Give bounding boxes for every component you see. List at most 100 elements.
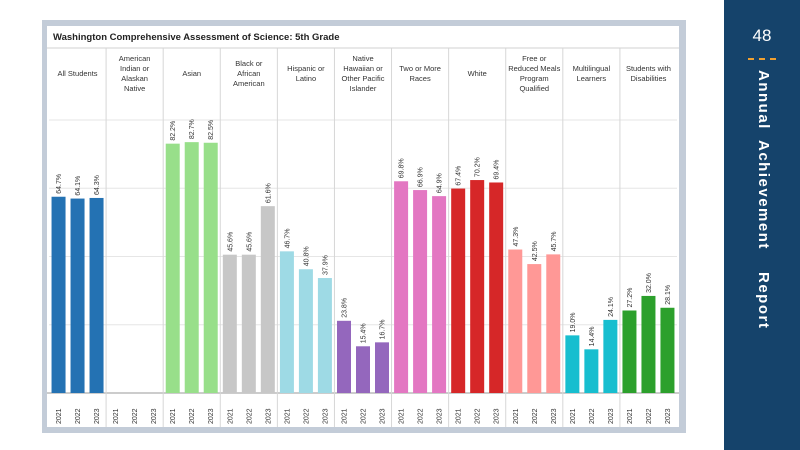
group-label: All Students: [58, 69, 98, 78]
bar-value-label: 47.3%: [513, 227, 520, 247]
bar-value-label: 66.9%: [418, 167, 425, 187]
group-label: Multilingual: [573, 64, 611, 73]
group-label: Hawaiian or: [343, 64, 383, 73]
year-tick-label: 2023: [437, 408, 444, 424]
chart-panel: Washington Comprehensive Assessment of S…: [47, 26, 679, 427]
bar-value-label: 82.7%: [189, 119, 196, 139]
year-tick-label: 2022: [132, 408, 139, 424]
group-label: Two or More: [399, 64, 441, 73]
year-tick-label: 2023: [494, 408, 501, 424]
bar: [51, 196, 66, 393]
year-tick-label: 2021: [113, 408, 120, 424]
group-label: Latino: [296, 74, 316, 83]
year-tick-label: 2022: [303, 408, 310, 424]
bar: [203, 142, 218, 393]
year-tick-label: 2021: [227, 408, 234, 424]
bar-value-label: 27.2%: [627, 288, 634, 308]
year-tick-label: 2021: [284, 408, 291, 424]
group-label: Native: [352, 54, 373, 63]
bar-value-label: 16.7%: [380, 319, 387, 339]
bar: [222, 254, 237, 393]
bar: [184, 142, 199, 393]
sidebar-word-report: Report: [755, 272, 772, 330]
group-label: Asian: [182, 69, 201, 78]
bar-value-label: 19.0%: [570, 313, 577, 333]
bar-value-label: 23.8%: [342, 298, 349, 318]
bar: [508, 249, 523, 393]
year-tick-label: 2021: [456, 408, 463, 424]
bar: [337, 320, 351, 393]
bar-value-label: 14.4%: [589, 326, 596, 346]
year-tick-label: 2023: [265, 408, 272, 424]
bar: [489, 182, 504, 393]
group-label: Students with: [626, 64, 671, 73]
group-label: Races: [409, 74, 431, 83]
year-tick-label: 2023: [551, 408, 558, 424]
year-tick-label: 2021: [399, 408, 406, 424]
report-sidebar: 48 Annual Achievement Report: [724, 0, 800, 450]
year-tick-label: 2022: [361, 408, 368, 424]
bar-value-label: 42.5%: [532, 241, 539, 261]
bar: [451, 188, 466, 393]
bar: [660, 307, 675, 393]
group-label: Hispanic or: [287, 64, 325, 73]
bar-value-label: 24.1%: [608, 297, 615, 317]
group-label: Black or: [235, 59, 263, 68]
bar: [89, 197, 104, 393]
year-tick-label: 2022: [475, 408, 482, 424]
bar-value-label: 69.4%: [494, 160, 501, 180]
year-tick-label: 2023: [665, 408, 672, 424]
group-label: Islander: [350, 84, 377, 93]
group-label: Native: [124, 84, 145, 93]
sidebar-word-annual: Annual: [755, 70, 772, 130]
year-tick-label: 2023: [151, 408, 158, 424]
bar: [394, 181, 409, 393]
bar: [470, 180, 485, 393]
bar: [279, 251, 294, 393]
bar-value-label: 82.2%: [170, 121, 177, 141]
bar: [603, 319, 618, 393]
bar-value-label: 67.4%: [456, 166, 463, 186]
bar: [70, 198, 85, 393]
year-tick-label: 2021: [170, 408, 177, 424]
year-tick-label: 2021: [342, 408, 349, 424]
year-tick-label: 2022: [532, 408, 539, 424]
bar-value-label: 82.5%: [208, 120, 215, 140]
bar-value-label: 64.3%: [94, 175, 101, 195]
bar-value-label: 64.7%: [56, 174, 63, 194]
group-label: Qualified: [519, 84, 549, 93]
year-tick-label: 2023: [608, 408, 615, 424]
page-number: 48: [752, 26, 772, 45]
bar: [622, 310, 637, 393]
year-tick-label: 2021: [570, 408, 577, 424]
sidebar-word-achievement: Achievement: [755, 140, 772, 250]
bar-value-label: 64.9%: [437, 173, 444, 193]
bar: [432, 196, 447, 393]
bar: [413, 190, 428, 393]
bar: [165, 143, 180, 393]
group-label: Reduced Meals: [508, 64, 560, 73]
bar: [356, 346, 370, 393]
bar: [641, 295, 656, 393]
bar-value-label: 69.8%: [399, 158, 406, 178]
group-label: Learners: [577, 74, 607, 83]
bar-value-label: 46.7%: [284, 228, 291, 248]
group-label: American: [233, 79, 265, 88]
bar-value-label: 64.1%: [75, 176, 82, 196]
group-label: Program: [520, 74, 549, 83]
bar: [317, 278, 332, 393]
year-tick-label: 2022: [246, 408, 253, 424]
grouped-bar-chart: Washington Comprehensive Assessment of S…: [47, 32, 679, 427]
bar-value-label: 40.8%: [303, 246, 310, 266]
group-label: Other Pacific: [342, 74, 385, 83]
year-tick-label: 2022: [418, 408, 425, 424]
bar-value-label: 28.1%: [665, 285, 672, 305]
group-label: American: [119, 54, 151, 63]
group-label: Free or: [522, 54, 547, 63]
bar: [584, 349, 599, 393]
bar-value-label: 37.9%: [322, 255, 329, 275]
bar: [565, 335, 580, 393]
bar: [375, 342, 389, 393]
bar-value-label: 15.4%: [361, 323, 368, 343]
bar: [298, 269, 313, 393]
